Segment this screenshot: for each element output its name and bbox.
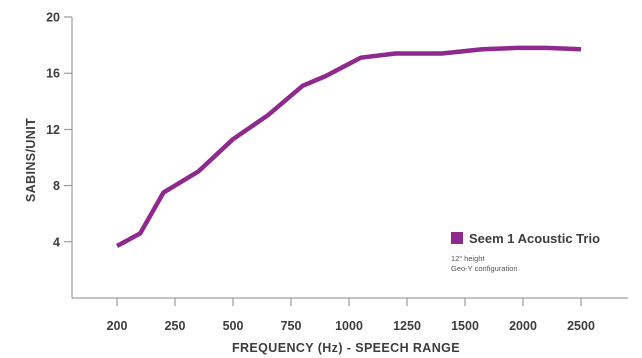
y-tick-label: 20 [46, 11, 60, 25]
x-tick-label: 500 [223, 319, 244, 333]
x-tick-label: 750 [281, 319, 302, 333]
y-tick-label: 8 [53, 179, 60, 193]
axes [71, 17, 628, 299]
series-line [115, 45, 582, 248]
y-axis-title: SABINS/UNIT [24, 118, 38, 202]
x-tick-label: 1000 [335, 319, 363, 333]
x-tick-label: 2000 [509, 319, 537, 333]
x-ticks: 200 250 500 750 1000 1250 1500 2000 2500 [107, 298, 595, 333]
legend-note-height: 12" height [451, 254, 485, 263]
x-tick-label: 200 [107, 319, 128, 333]
x-tick-label: 250 [165, 319, 186, 333]
x-axis-title: FREQUENCY (Hz) - SPEECH RANGE [232, 341, 460, 355]
x-tick-label: 2500 [567, 319, 595, 333]
y-ticks: 4 8 12 16 20 [46, 11, 72, 249]
x-tick-label: 1250 [393, 319, 421, 333]
y-tick-label: 4 [53, 235, 60, 249]
y-tick-label: 12 [46, 123, 60, 137]
legend-note-configuration: Geo-Y configuration [451, 264, 518, 273]
legend-series-name: Seem 1 Acoustic Trio [469, 231, 600, 246]
y-tick-label: 16 [46, 67, 60, 81]
legend-swatch [451, 232, 463, 244]
legend: Seem 1 Acoustic Trio 12" height Geo-Y co… [451, 231, 600, 273]
x-tick-label: 1500 [451, 319, 479, 333]
series-layer [115, 45, 582, 248]
